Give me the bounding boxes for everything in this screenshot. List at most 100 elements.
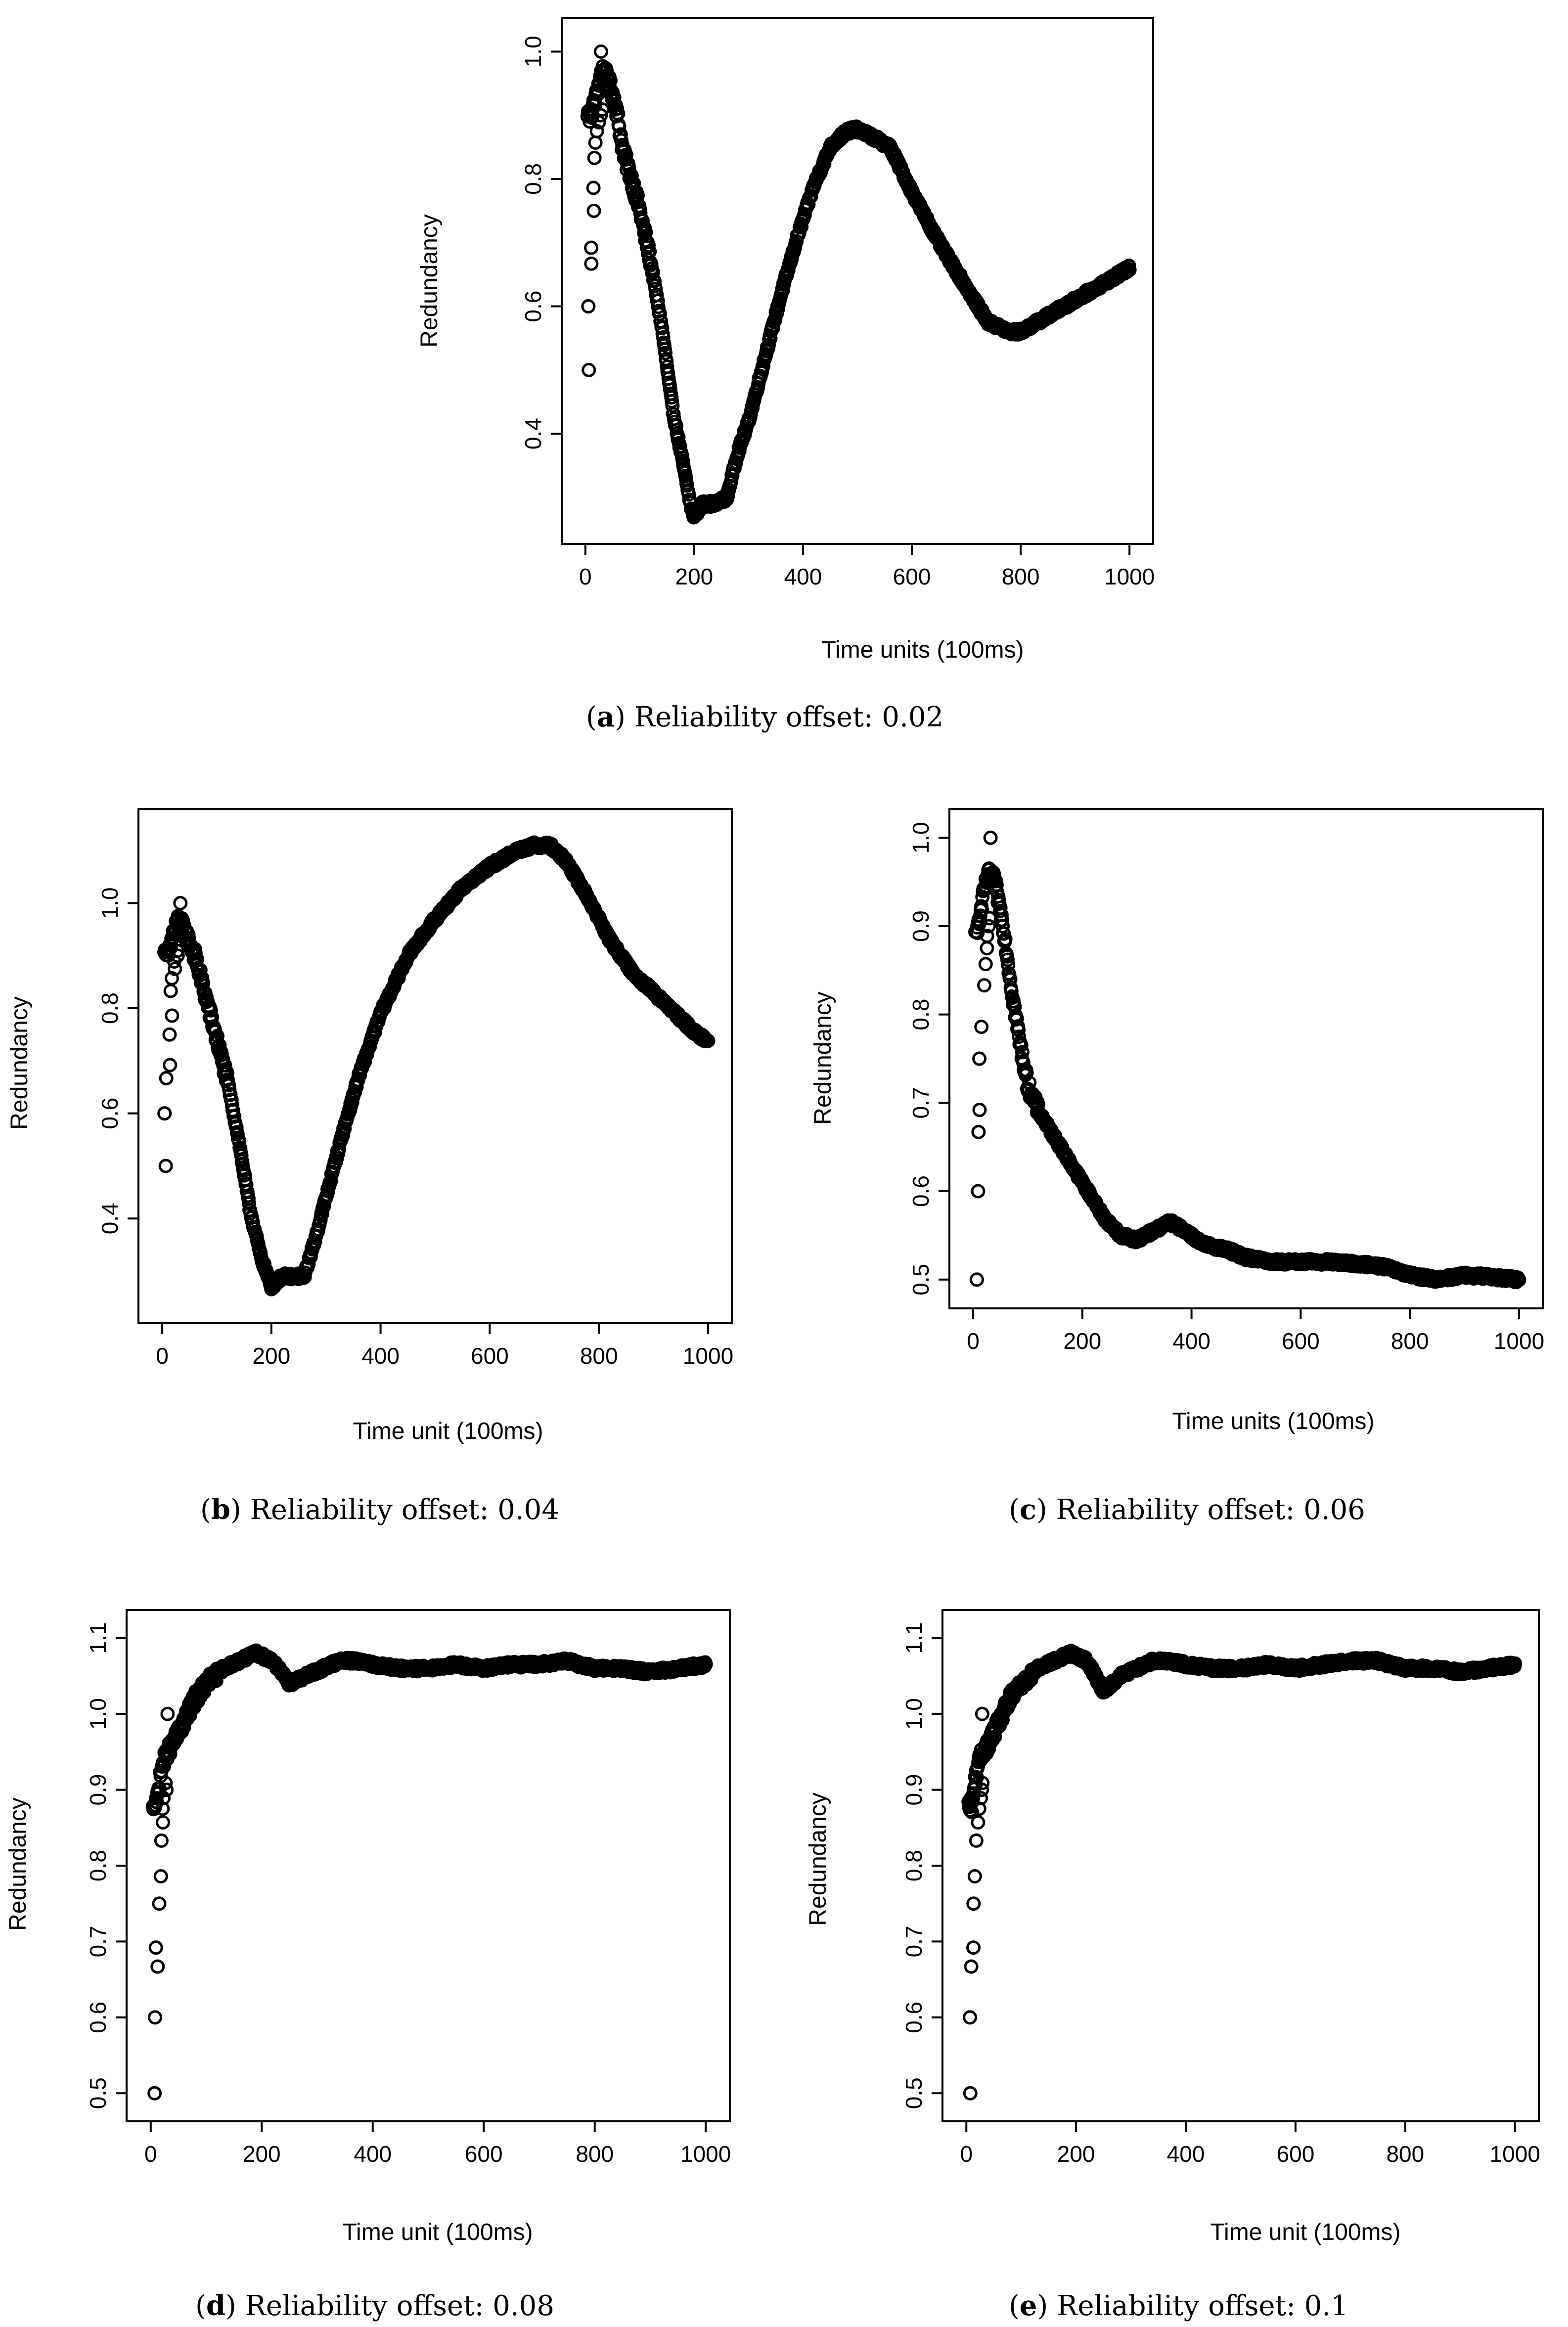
y-tick-label: 1.0 [901, 1698, 927, 1730]
data-point [975, 1706, 989, 1721]
data-point [671, 430, 686, 445]
data-point [789, 234, 804, 249]
y-tick-label: 0.8 [85, 1850, 111, 1881]
caption-tag: c [1019, 1493, 1036, 1526]
data-point [164, 971, 179, 985]
data-point [968, 1777, 983, 1791]
data-point [1122, 263, 1137, 277]
data-point [983, 830, 998, 845]
data-points [961, 1644, 1523, 2101]
chart-b: Redundancy Time unit (100ms) 0 200 400 600 8… [6, 808, 733, 1444]
x-tick-label: 1000 [1494, 1328, 1544, 1354]
data-point [978, 957, 993, 972]
y-tick-label: 0.9 [85, 1774, 111, 1806]
caption-d: (d) Reliability offset: 0.08 [195, 2289, 554, 2322]
data-point [972, 1051, 987, 1066]
y-tick-label: 0.4 [97, 1203, 123, 1234]
y-tick-label: 0.6 [908, 1175, 934, 1207]
data-point [156, 1815, 171, 1830]
data-point [720, 488, 735, 503]
x-tick-label: 600 [1277, 2141, 1315, 2167]
data-point [157, 1106, 172, 1121]
y-tick-label: 0.5 [901, 2077, 927, 2109]
x-tick-label: 400 [1172, 1328, 1210, 1354]
data-point [159, 1071, 174, 1085]
data-point [998, 932, 1013, 946]
data-point [581, 299, 596, 314]
y-tick-label: 1.0 [908, 822, 934, 853]
data-point [588, 135, 603, 150]
y-tick-label: 1.0 [85, 1698, 111, 1730]
y-tick-label: 0.8 [901, 1850, 927, 1881]
y-tick-label: 0.7 [85, 1925, 111, 1957]
data-point [158, 1159, 173, 1173]
data-point [701, 1033, 716, 1048]
data-point [148, 2010, 163, 2025]
panel-a: Redundancy Time units (100ms) 0 200 400 600… [405, 10, 1177, 668]
x-tick-label: 1000 [1104, 564, 1155, 589]
data-point [966, 1940, 981, 1955]
caption-text: Reliability offset: 0.04 [250, 1494, 559, 1526]
x-tick-label: 600 [465, 2141, 503, 2167]
data-point [163, 1058, 178, 1073]
data-point [150, 1959, 165, 1974]
data-point [1001, 957, 1016, 972]
x-tick-label: 800 [576, 2141, 614, 2167]
data-point [972, 1103, 987, 1118]
data-point [163, 984, 178, 998]
x-tick-label: 0 [144, 2141, 157, 2167]
y-tick-label: 1.1 [85, 1622, 111, 1654]
data-point [995, 919, 1010, 934]
caption-tag: b [211, 1493, 231, 1526]
data-point [963, 2010, 978, 2025]
data-point [645, 265, 660, 279]
data-point [589, 124, 604, 138]
data-point [647, 274, 662, 289]
y-tick-label: 0.9 [908, 910, 934, 942]
data-point [612, 119, 627, 134]
x-tick-label: 0 [967, 1328, 980, 1354]
x-tick-label: 800 [1391, 1328, 1429, 1354]
y-axis-label: Redundancy [416, 214, 443, 348]
x-tick-label: 200 [243, 2141, 281, 2167]
y-tick-label: 1.0 [520, 36, 546, 67]
x-tick-label: 800 [1002, 564, 1040, 589]
data-point [154, 1833, 169, 1848]
caption-a: (a) Reliability offset: 0.02 [586, 701, 944, 733]
x-tick-label: 1000 [680, 2141, 731, 2167]
data-point [966, 1896, 981, 1911]
x-axis-label: Time units (100ms) [1172, 1408, 1375, 1434]
chart-d: Redundancy Time unit (100ms) 0 200 400 600 8… [5, 1609, 731, 2245]
data-point [971, 1184, 986, 1199]
data-point [977, 978, 992, 993]
y-tick-label: 0.5 [908, 1264, 934, 1296]
data-point [655, 320, 670, 335]
x-axis-label: Time unit (100ms) [343, 2219, 533, 2245]
data-points [145, 1643, 713, 2101]
data-point [964, 1804, 979, 1819]
data-point [159, 1783, 174, 1797]
caption-tag: d [206, 2289, 226, 2322]
y-tick-label: 1.1 [901, 1622, 927, 1654]
y-tick-label: 1.0 [97, 887, 123, 919]
caption-c: (c) Reliability offset: 0.06 [1009, 1493, 1365, 1526]
y-tick-label: 0.5 [85, 2077, 111, 2109]
data-point [586, 180, 601, 195]
data-point [152, 1896, 167, 1911]
y-tick-label: 0.7 [908, 1087, 934, 1119]
data-point [681, 487, 696, 502]
data-point [969, 1272, 984, 1287]
data-point [212, 1037, 227, 1052]
y-tick-label: 0.8 [520, 163, 546, 195]
y-tick-label: 0.6 [85, 2002, 111, 2033]
data-point [168, 961, 182, 976]
chart-a: Redundancy Time units (100ms) 0 200 400 600… [416, 17, 1155, 663]
x-tick-label: 400 [354, 2141, 392, 2167]
data-point [698, 1657, 713, 1672]
panel-d: Redundancy Time unit (100ms) 0 200 400 600 8… [0, 1602, 781, 2265]
data-point [995, 912, 1010, 927]
caption-text: Reliability offset: 0.02 [634, 701, 944, 733]
data-point [801, 197, 816, 212]
data-point [220, 1073, 235, 1087]
y-axis-label: Redundancy [6, 996, 33, 1130]
